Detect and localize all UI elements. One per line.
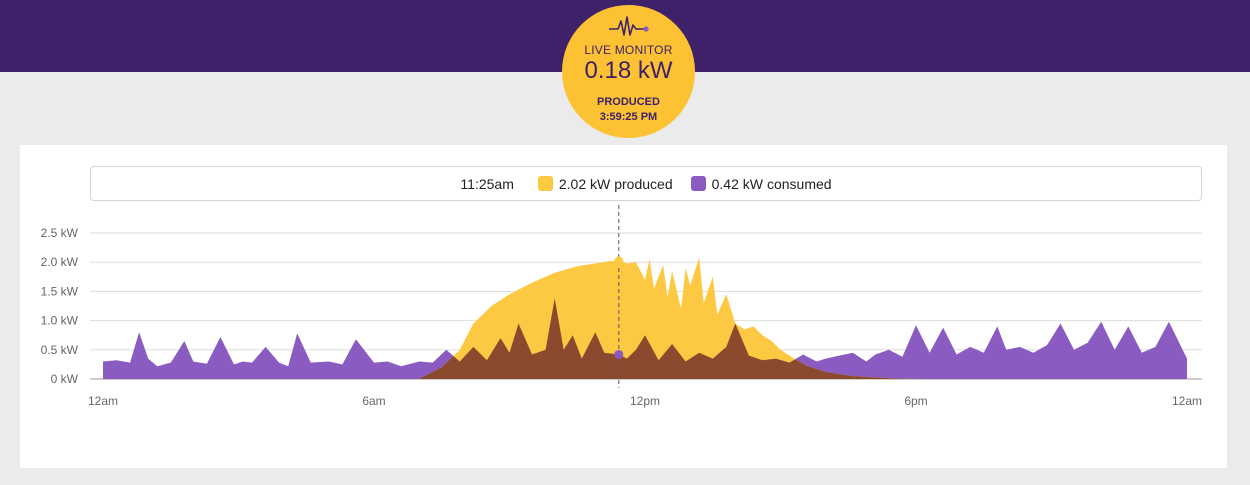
produced-label: produced	[614, 175, 673, 192]
tooltip-time: 11:25am	[460, 175, 514, 192]
live-monitor-badge[interactable]: LIVE MONITOR 0.18 kW PRODUCED 3:59:25 PM	[562, 5, 695, 138]
legend-item-consumed[interactable]: 0.42 kW consumed	[690, 175, 832, 192]
x-tick-label: 12am	[88, 394, 118, 408]
monitor-time: 3:59:25 PM	[599, 111, 658, 123]
y-tick-label: 1.0 kW	[41, 314, 79, 328]
current-power-value: 0.18 kW	[584, 57, 673, 84]
x-tick-label: 6pm	[904, 394, 927, 408]
x-tick-label: 12am	[1172, 394, 1202, 408]
y-tick-label: 0.5 kW	[41, 343, 79, 357]
x-tick-label: 6am	[362, 394, 385, 408]
monitor-title: LIVE MONITOR	[584, 43, 673, 57]
produced-value: 2.02 kW	[558, 175, 611, 192]
x-tick-label: 12pm	[630, 394, 660, 408]
cursor-point-consumed	[614, 349, 624, 359]
monitor-status: PRODUCED	[597, 96, 660, 108]
produced-area	[419, 257, 916, 379]
overlap-area	[419, 298, 916, 379]
legend-item-produced[interactable]: 2.02 kW produced	[537, 175, 673, 192]
consumed-value: 0.42 kW	[711, 175, 763, 192]
chart-tooltip: 11:25am 2.02 kW produced 0.42 kW consume…	[90, 166, 1202, 201]
consumed-swatch	[690, 176, 706, 191]
pulse-icon	[609, 16, 649, 36]
y-tick-label: 2.0 kW	[41, 255, 79, 269]
consumed-label: consumed	[766, 175, 832, 192]
produced-swatch	[537, 176, 553, 191]
y-tick-label: 0 kW	[51, 372, 79, 386]
y-tick-label: 1.5 kW	[41, 284, 79, 298]
y-tick-label: 2.5 kW	[41, 226, 79, 240]
cursor-point-produced	[614, 256, 624, 266]
